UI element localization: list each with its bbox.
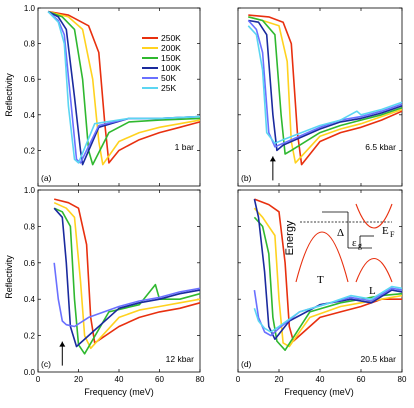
series-line-150K	[47, 10, 201, 166]
panel-label: (a)	[41, 173, 52, 183]
y-tick-label: 0.2	[24, 332, 36, 341]
series-line-250K	[47, 10, 201, 164]
series-line-100K	[53, 207, 201, 348]
pressure-label: 20.5 kbar	[361, 354, 397, 364]
series-line-250K	[248, 14, 403, 166]
band-structure-inset: Energy T L Δ ε g E F	[284, 203, 395, 297]
series-line-50K	[53, 262, 201, 328]
gap-subscript: g	[358, 241, 362, 250]
y-tick-label: 1.0	[24, 186, 36, 195]
panel-a: 0.2 0.4 0.6 0.8 1.0 (a) 1 bar	[24, 4, 201, 187]
band-L-label: L	[369, 285, 376, 297]
panel-b: (b) 6.5 kbar	[237, 7, 403, 187]
legend-label: 100K	[161, 63, 181, 73]
series-line-200K	[253, 207, 403, 348]
plot-frame	[237, 7, 403, 187]
x-tick-label: 40	[115, 375, 124, 384]
series-line-150K	[248, 16, 403, 155]
legend-label: 250K	[161, 33, 181, 43]
arrow-head	[59, 341, 66, 347]
x-tick-label: 60	[155, 375, 164, 384]
x-tick-label: 60	[357, 375, 366, 384]
y-axis-title-top: Reflectivity	[4, 73, 14, 117]
legend-label: 25K	[161, 83, 176, 93]
series-line-100K	[248, 19, 403, 152]
series-line-50K	[247, 19, 403, 148]
y-tick-label: 0.8	[24, 222, 36, 231]
series-line-150K	[53, 207, 201, 355]
y-tick-label: 0.2	[24, 146, 36, 155]
series-line-200K	[47, 10, 201, 166]
y-tick-label: 0.6	[24, 259, 36, 268]
fermi-label: E	[382, 225, 389, 237]
delta-label: Δ	[337, 227, 344, 239]
pressure-label: 12 kbar	[166, 354, 195, 364]
energy-label: Energy	[284, 220, 296, 255]
y-tick-label: 0.8	[24, 40, 36, 49]
panel-label: (c)	[41, 359, 51, 369]
band-L-upper	[355, 203, 393, 229]
x-axis-title-right: Frequency (meV)	[284, 387, 354, 397]
legend-label: 150K	[161, 53, 181, 63]
x-tick-label: 20	[275, 375, 284, 384]
x-tick-label: 80	[196, 375, 205, 384]
arrow-head	[269, 156, 276, 162]
y-tick-label: 0.4	[24, 111, 36, 120]
x-tick-label: 20	[74, 375, 83, 384]
y-tick-label: 0.6	[24, 75, 36, 84]
series-line-25K	[247, 25, 403, 145]
band-L-lower	[355, 258, 393, 283]
panel-d: 0 20 40 60 80 (d) 20.5 kbar	[236, 189, 407, 384]
panel-label: (b)	[241, 173, 252, 183]
gap-label: ε	[352, 237, 357, 249]
panel-c: 0 20 40 60 80 0.2 0.4 0.6 0.8 1.0 0.0 (c) 12 kbar	[24, 186, 205, 384]
y-tick-label: 0.4	[24, 295, 36, 304]
series-line-25K	[253, 285, 403, 333]
band-T-curve	[295, 231, 349, 283]
series-line-200K	[53, 201, 201, 350]
y-tick-label: 0.0	[24, 368, 36, 377]
y-axis-title-bottom: Reflectivity	[4, 255, 14, 299]
fermi-subscript: F	[390, 230, 395, 239]
series-line-25K	[47, 11, 201, 164]
legend-label: 50K	[161, 73, 176, 83]
y-tick-label: 1.0	[24, 4, 36, 13]
x-axis-title-left: Frequency (meV)	[84, 387, 154, 397]
x-tick-label: 40	[316, 375, 325, 384]
series-line-200K	[248, 16, 403, 164]
band-T-label: T	[317, 274, 324, 286]
x-tick-label: 0	[36, 375, 41, 384]
pressure-label: 6.5 kbar	[365, 142, 396, 152]
pressure-label: 1 bar	[175, 142, 195, 152]
panel-label: (d)	[241, 359, 252, 369]
x-tick-label: 80	[398, 375, 407, 384]
legend-label: 200K	[161, 43, 181, 53]
x-tick-label: 0	[236, 375, 241, 384]
panels: 0.2 0.4 0.6 0.8 1.0 (a) 1 bar (b) 6.5 kbar 0 20 40 6…	[24, 4, 407, 384]
